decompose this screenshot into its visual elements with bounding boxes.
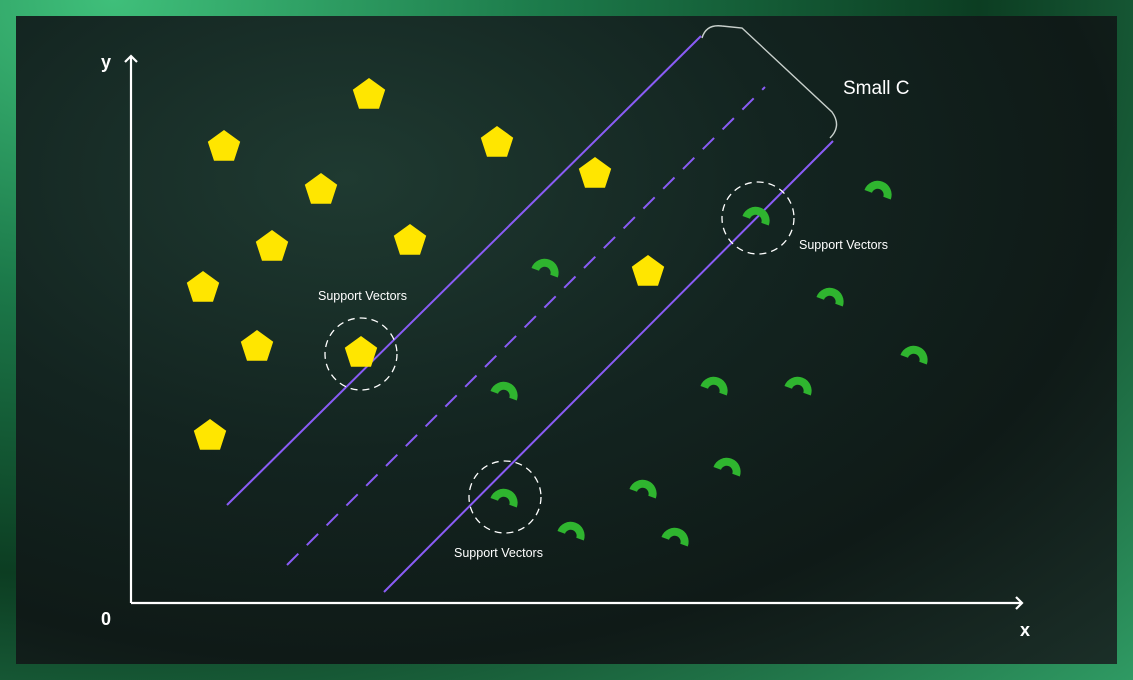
pentagon-icon xyxy=(631,255,665,286)
arc-icon xyxy=(700,372,732,396)
y-axis-label: y xyxy=(101,52,111,72)
margin-bracket xyxy=(701,25,838,139)
class-b-points xyxy=(490,176,932,547)
pentagon-icon xyxy=(578,157,612,188)
arc-icon xyxy=(531,254,563,278)
arc-icon xyxy=(490,484,522,508)
diagram-frame xyxy=(16,16,1117,664)
arc-icon xyxy=(816,283,848,307)
pentagon-icon xyxy=(304,173,338,204)
margin-label: Small C xyxy=(843,78,910,99)
support-vector-circle xyxy=(721,181,795,255)
pentagon-icon xyxy=(344,336,378,367)
upper-margin-line xyxy=(226,35,702,506)
arc-icon xyxy=(629,475,661,499)
support-vectors-label: Support Vectors xyxy=(799,238,888,252)
pentagon-icon xyxy=(393,224,427,255)
arc-icon xyxy=(557,517,589,541)
x-axis-label: x xyxy=(1020,620,1030,640)
lower-margin-line xyxy=(383,140,834,593)
arc-icon xyxy=(661,523,693,547)
pentagon-icon xyxy=(352,78,386,109)
hyperplane-dashed-line xyxy=(286,86,766,566)
arc-icon xyxy=(713,453,745,477)
pentagon-icon xyxy=(480,126,514,157)
arc-icon xyxy=(490,377,522,401)
support-vector-circle xyxy=(468,460,542,534)
arc-icon xyxy=(864,176,896,200)
arc-icon xyxy=(900,341,932,365)
support-vectors-label: Support Vectors xyxy=(318,289,407,303)
arc-icon xyxy=(784,372,816,396)
pentagon-icon xyxy=(186,271,220,302)
pentagon-icon xyxy=(240,330,274,361)
pentagon-icon xyxy=(207,130,241,161)
pentagon-icon xyxy=(193,419,227,450)
pentagon-icon xyxy=(255,230,289,261)
class-a-points xyxy=(186,78,665,450)
origin-label: 0 xyxy=(101,609,111,629)
support-vector-circle xyxy=(324,317,398,391)
support-vectors-label: Support Vectors xyxy=(454,546,543,560)
